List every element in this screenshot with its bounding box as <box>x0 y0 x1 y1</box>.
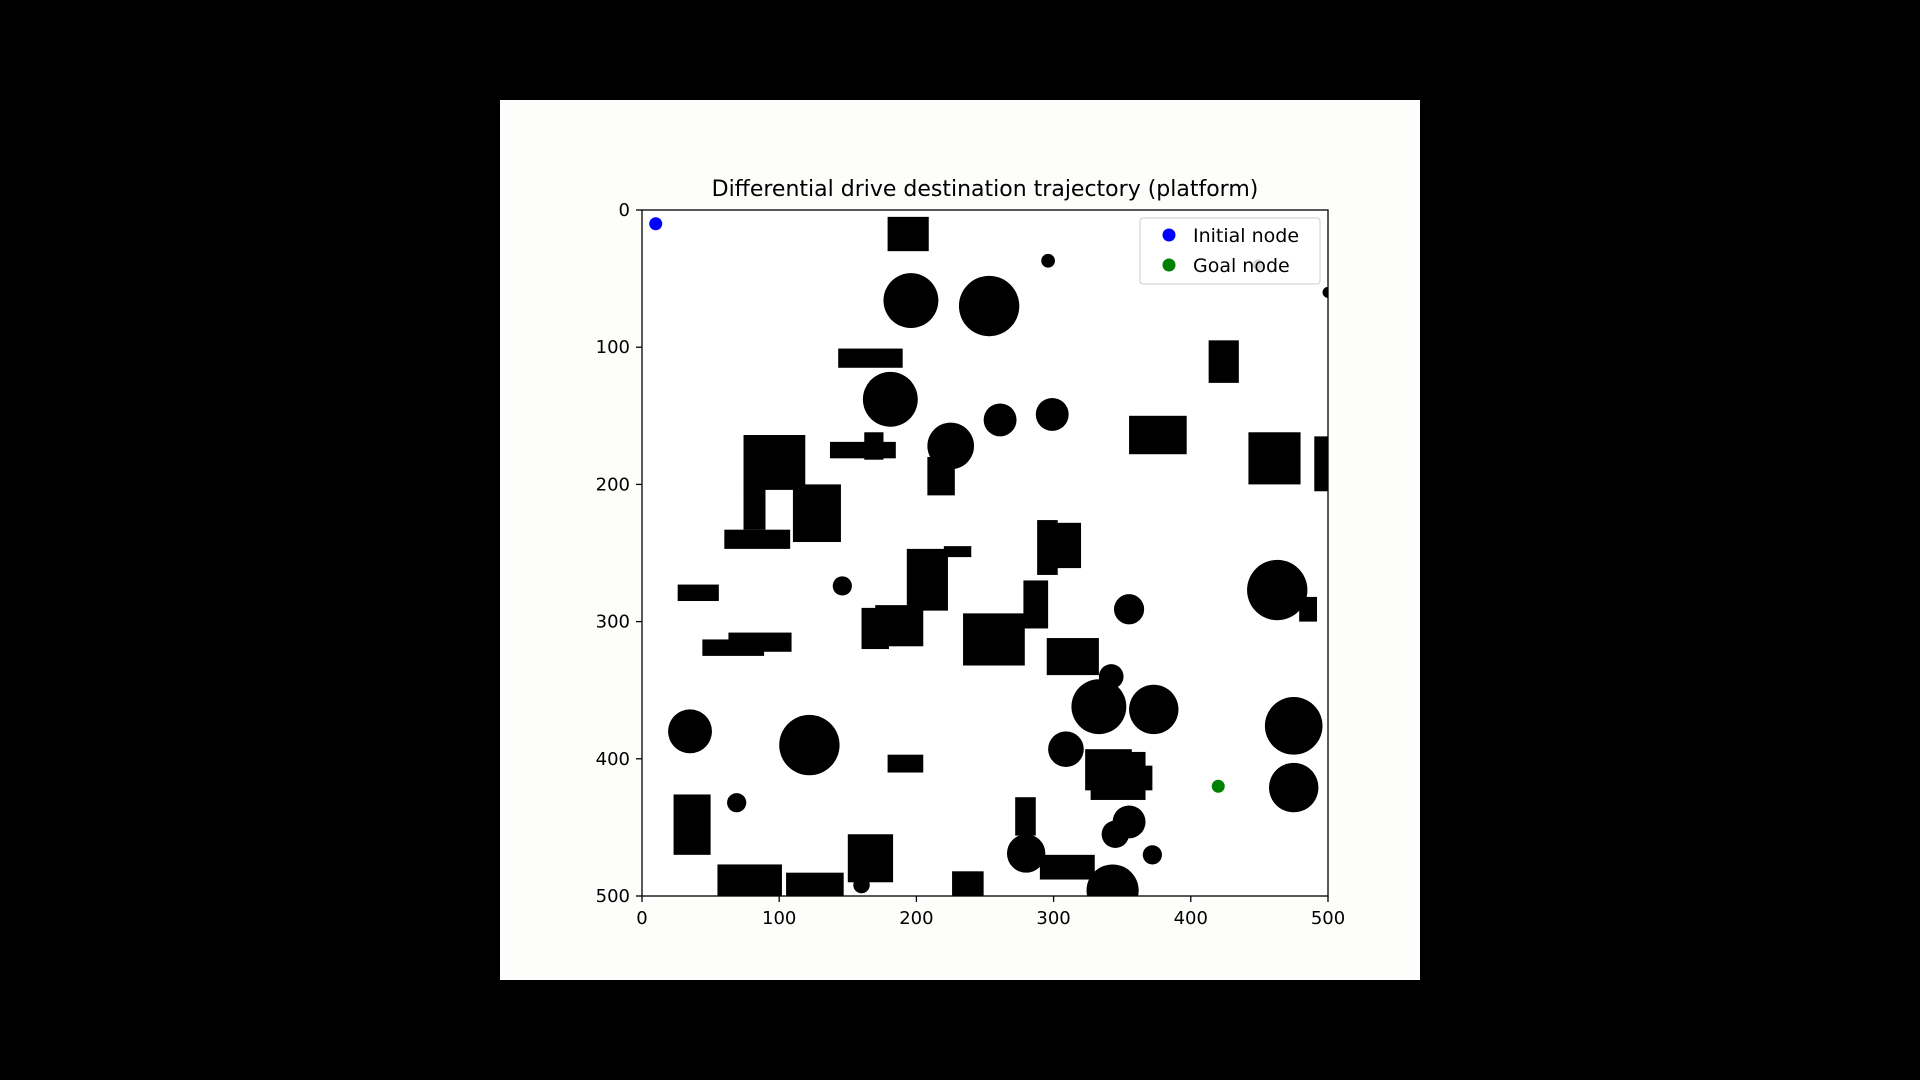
obstacle-rect <box>963 613 1025 666</box>
legend-label-goal: Goal node <box>1193 255 1290 277</box>
obstacle-rect <box>906 548 948 611</box>
x-tick-label: 200 <box>899 908 933 929</box>
obstacle-rect <box>1039 854 1095 880</box>
obstacle-rect <box>1314 436 1328 492</box>
initial-node-point <box>649 217 663 231</box>
obstacle-rect <box>887 216 929 252</box>
obstacle-rect <box>786 872 844 896</box>
legend: Initial node Goal node <box>1139 217 1321 285</box>
obstacle-rect <box>1023 580 1049 629</box>
x-tick-label: 400 <box>1174 908 1208 929</box>
obstacle-rect <box>724 529 791 549</box>
obstacle-rect <box>717 864 782 896</box>
obstacle-circle <box>1006 834 1046 873</box>
obstacle-circle <box>668 709 712 754</box>
obstacle-circle <box>1041 253 1055 268</box>
obstacle-rect <box>829 441 896 459</box>
figure: Differential drive destination trajector… <box>500 100 1420 980</box>
x-axis: 0 100 200 300 400 500 <box>636 896 1345 929</box>
obstacle-rect <box>743 484 766 530</box>
goal-node-point <box>1211 779 1225 793</box>
obstacle-rect <box>1208 340 1239 383</box>
obstacle-circle <box>1247 559 1308 621</box>
obstacle-rect <box>1037 520 1058 575</box>
obstacle-circle <box>883 273 939 328</box>
y-tick-label: 400 <box>596 749 630 770</box>
obstacle-circle <box>1129 684 1179 735</box>
obstacle-rect <box>743 435 806 490</box>
y-axis: 0 100 200 300 400 500 <box>596 200 642 907</box>
obstacle-circle <box>832 576 852 596</box>
legend-marker-initial <box>1162 228 1176 242</box>
obstacle-circle <box>983 403 1017 437</box>
obstacle-circle <box>779 714 840 776</box>
chart-svg: Differential drive destination trajector… <box>596 177 1346 929</box>
x-tick-label: 100 <box>762 908 796 929</box>
legend-marker-goal <box>1162 258 1176 272</box>
y-tick-label: 100 <box>596 337 630 358</box>
obstacle-rect <box>673 794 711 855</box>
obstacle-circle <box>1048 731 1084 768</box>
obstacle-circle <box>1035 397 1069 431</box>
obstacle-rect <box>728 632 792 652</box>
obstacle-circle <box>927 422 975 470</box>
obstacle-rect <box>847 834 894 883</box>
obstacle-rect <box>1129 415 1187 455</box>
obstacle-circle <box>727 793 747 813</box>
legend-label-initial: Initial node <box>1193 225 1299 247</box>
x-tick-label: 500 <box>1311 908 1345 929</box>
obstacle-rect <box>943 546 972 558</box>
obstacle-rect <box>1248 432 1301 485</box>
y-tick-label: 0 <box>619 200 630 221</box>
chart-title: Differential drive destination trajector… <box>712 177 1259 202</box>
obstacles-layer <box>668 216 1328 896</box>
obstacle-circle <box>862 371 918 427</box>
obstacle-circle <box>1101 820 1130 848</box>
obstacle-rect <box>1053 522 1082 569</box>
x-tick-label: 300 <box>1036 908 1070 929</box>
obstacle-circle <box>853 876 870 894</box>
obstacle-rect <box>1046 638 1099 676</box>
x-tick-label: 0 <box>636 908 647 929</box>
y-tick-label: 200 <box>596 474 630 495</box>
plot-frame <box>641 209 1329 897</box>
obstacle-rect <box>875 605 924 647</box>
obstacle-rect <box>887 754 924 773</box>
obstacle-rect <box>864 432 884 460</box>
obstacle-circle <box>1071 679 1127 735</box>
obstacle-rect <box>1122 765 1153 791</box>
obstacle-rect <box>1015 797 1036 836</box>
obstacle-circle <box>1142 845 1162 865</box>
y-tick-label: 500 <box>596 886 630 907</box>
points-layer <box>649 217 1225 793</box>
obstacle-circle <box>1269 762 1319 813</box>
legend-box <box>1139 217 1321 285</box>
obstacle-rect <box>952 871 984 896</box>
obstacle-circle <box>958 275 1020 337</box>
obstacle-rect <box>838 348 903 368</box>
obstacle-circle <box>1086 864 1139 896</box>
y-tick-label: 300 <box>596 612 630 633</box>
obstacle-circle <box>1322 286 1328 298</box>
obstacle-rect <box>677 584 719 602</box>
obstacle-circle <box>1264 697 1323 755</box>
obstacle-rect <box>792 484 841 543</box>
obstacle-circle <box>1113 594 1145 625</box>
